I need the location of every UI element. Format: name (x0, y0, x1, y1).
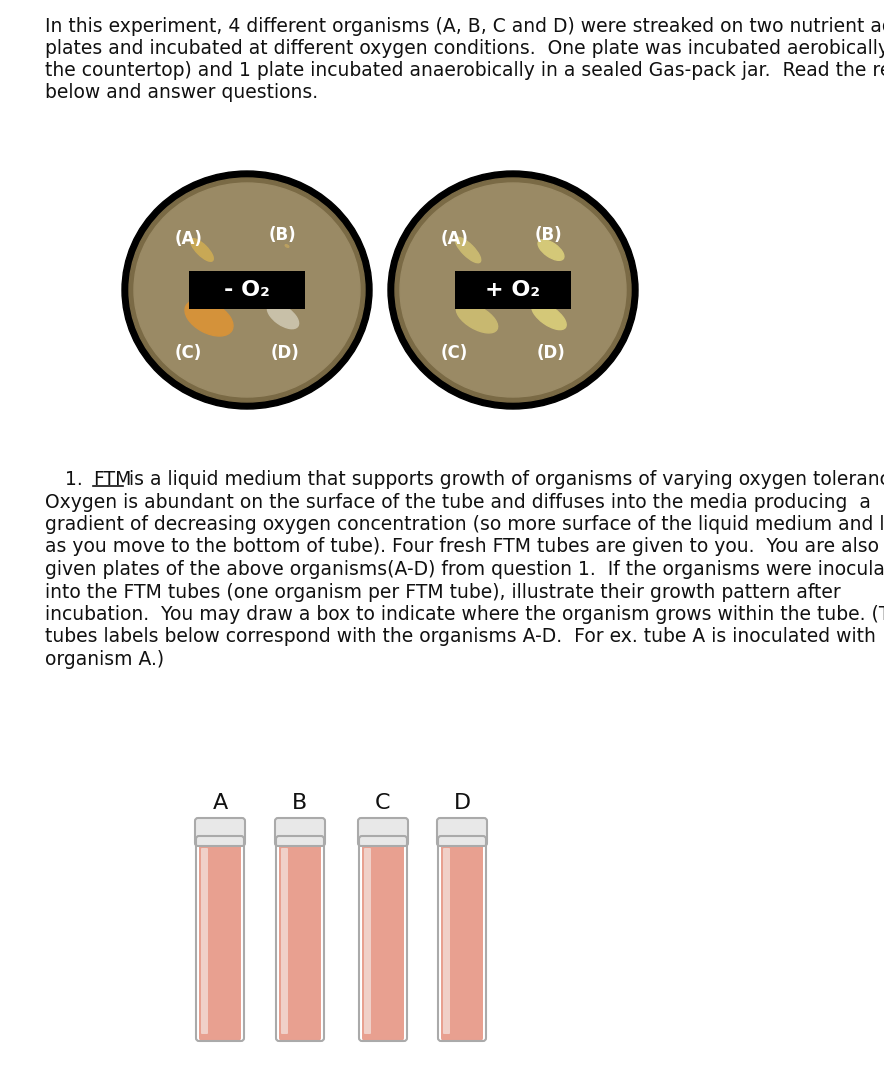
Ellipse shape (532, 302, 566, 329)
Text: B: B (293, 793, 308, 813)
Text: FTM: FTM (93, 470, 132, 489)
FancyBboxPatch shape (279, 836, 321, 1041)
FancyBboxPatch shape (195, 818, 245, 846)
Text: as you move to the bottom of tube). Four fresh FTM tubes are given to you.  You : as you move to the bottom of tube). Four… (45, 538, 879, 556)
FancyBboxPatch shape (189, 271, 305, 309)
Text: plates and incubated at different oxygen conditions.  One plate was incubated ae: plates and incubated at different oxygen… (45, 39, 884, 58)
Text: the countertop) and 1 plate incubated anaerobically in a sealed Gas-pack jar.  R: the countertop) and 1 plate incubated an… (45, 60, 884, 80)
Text: C: C (375, 793, 391, 813)
Text: below and answer questions.: below and answer questions. (45, 83, 318, 102)
FancyBboxPatch shape (358, 818, 408, 846)
FancyBboxPatch shape (281, 848, 288, 1034)
Text: (A): (A) (441, 230, 469, 248)
Ellipse shape (538, 240, 564, 260)
Text: (C): (C) (175, 345, 202, 362)
Text: Oxygen is abundant on the surface of the tube and diffuses into the media produc: Oxygen is abundant on the surface of the… (45, 492, 871, 512)
Ellipse shape (286, 245, 289, 247)
Text: (B): (B) (269, 226, 297, 244)
Ellipse shape (185, 300, 233, 336)
Text: gradient of decreasing oxygen concentration (so more surface of the liquid mediu: gradient of decreasing oxygen concentrat… (45, 515, 884, 534)
Ellipse shape (456, 303, 498, 333)
Text: 1.: 1. (65, 470, 95, 489)
FancyBboxPatch shape (455, 271, 571, 309)
Text: incubation.  You may draw a box to indicate where the organism grows within the : incubation. You may draw a box to indica… (45, 605, 884, 624)
FancyBboxPatch shape (201, 848, 208, 1034)
Text: (C): (C) (441, 345, 469, 362)
Text: tubes labels below correspond with the organisms A-D.  For ex. tube A is inocula: tubes labels below correspond with the o… (45, 627, 876, 647)
Text: In this experiment, 4 different organisms (A, B, C and D) were streaked on two n: In this experiment, 4 different organism… (45, 17, 884, 36)
FancyBboxPatch shape (364, 848, 371, 1034)
Ellipse shape (395, 178, 631, 402)
Text: D: D (453, 793, 470, 813)
FancyBboxPatch shape (437, 818, 487, 846)
FancyBboxPatch shape (275, 818, 325, 846)
Text: given plates of the above organisms(A-D) from question 1.  If the organisms were: given plates of the above organisms(A-D)… (45, 561, 884, 579)
Ellipse shape (191, 239, 213, 261)
FancyBboxPatch shape (441, 836, 483, 1041)
Text: (D): (D) (537, 345, 566, 362)
Ellipse shape (455, 238, 481, 262)
Text: + O₂: + O₂ (485, 280, 540, 300)
Ellipse shape (400, 183, 626, 397)
Ellipse shape (267, 303, 299, 328)
Text: - O₂: - O₂ (224, 280, 270, 300)
Ellipse shape (129, 178, 365, 402)
Text: A: A (212, 793, 227, 813)
Ellipse shape (134, 183, 360, 397)
Text: (D): (D) (271, 345, 300, 362)
Text: into the FTM tubes (one organism per FTM tube), illustrate their growth pattern : into the FTM tubes (one organism per FTM… (45, 582, 841, 602)
Ellipse shape (122, 171, 372, 409)
Text: organism A.): organism A.) (45, 650, 164, 669)
Text: (A): (A) (175, 230, 202, 248)
Text: (B): (B) (535, 226, 562, 244)
Ellipse shape (388, 171, 638, 409)
FancyBboxPatch shape (362, 836, 404, 1041)
Text: is a liquid medium that supports growth of organisms of varying oxygen tolerance: is a liquid medium that supports growth … (123, 470, 884, 489)
FancyBboxPatch shape (443, 848, 450, 1034)
FancyBboxPatch shape (199, 836, 241, 1041)
